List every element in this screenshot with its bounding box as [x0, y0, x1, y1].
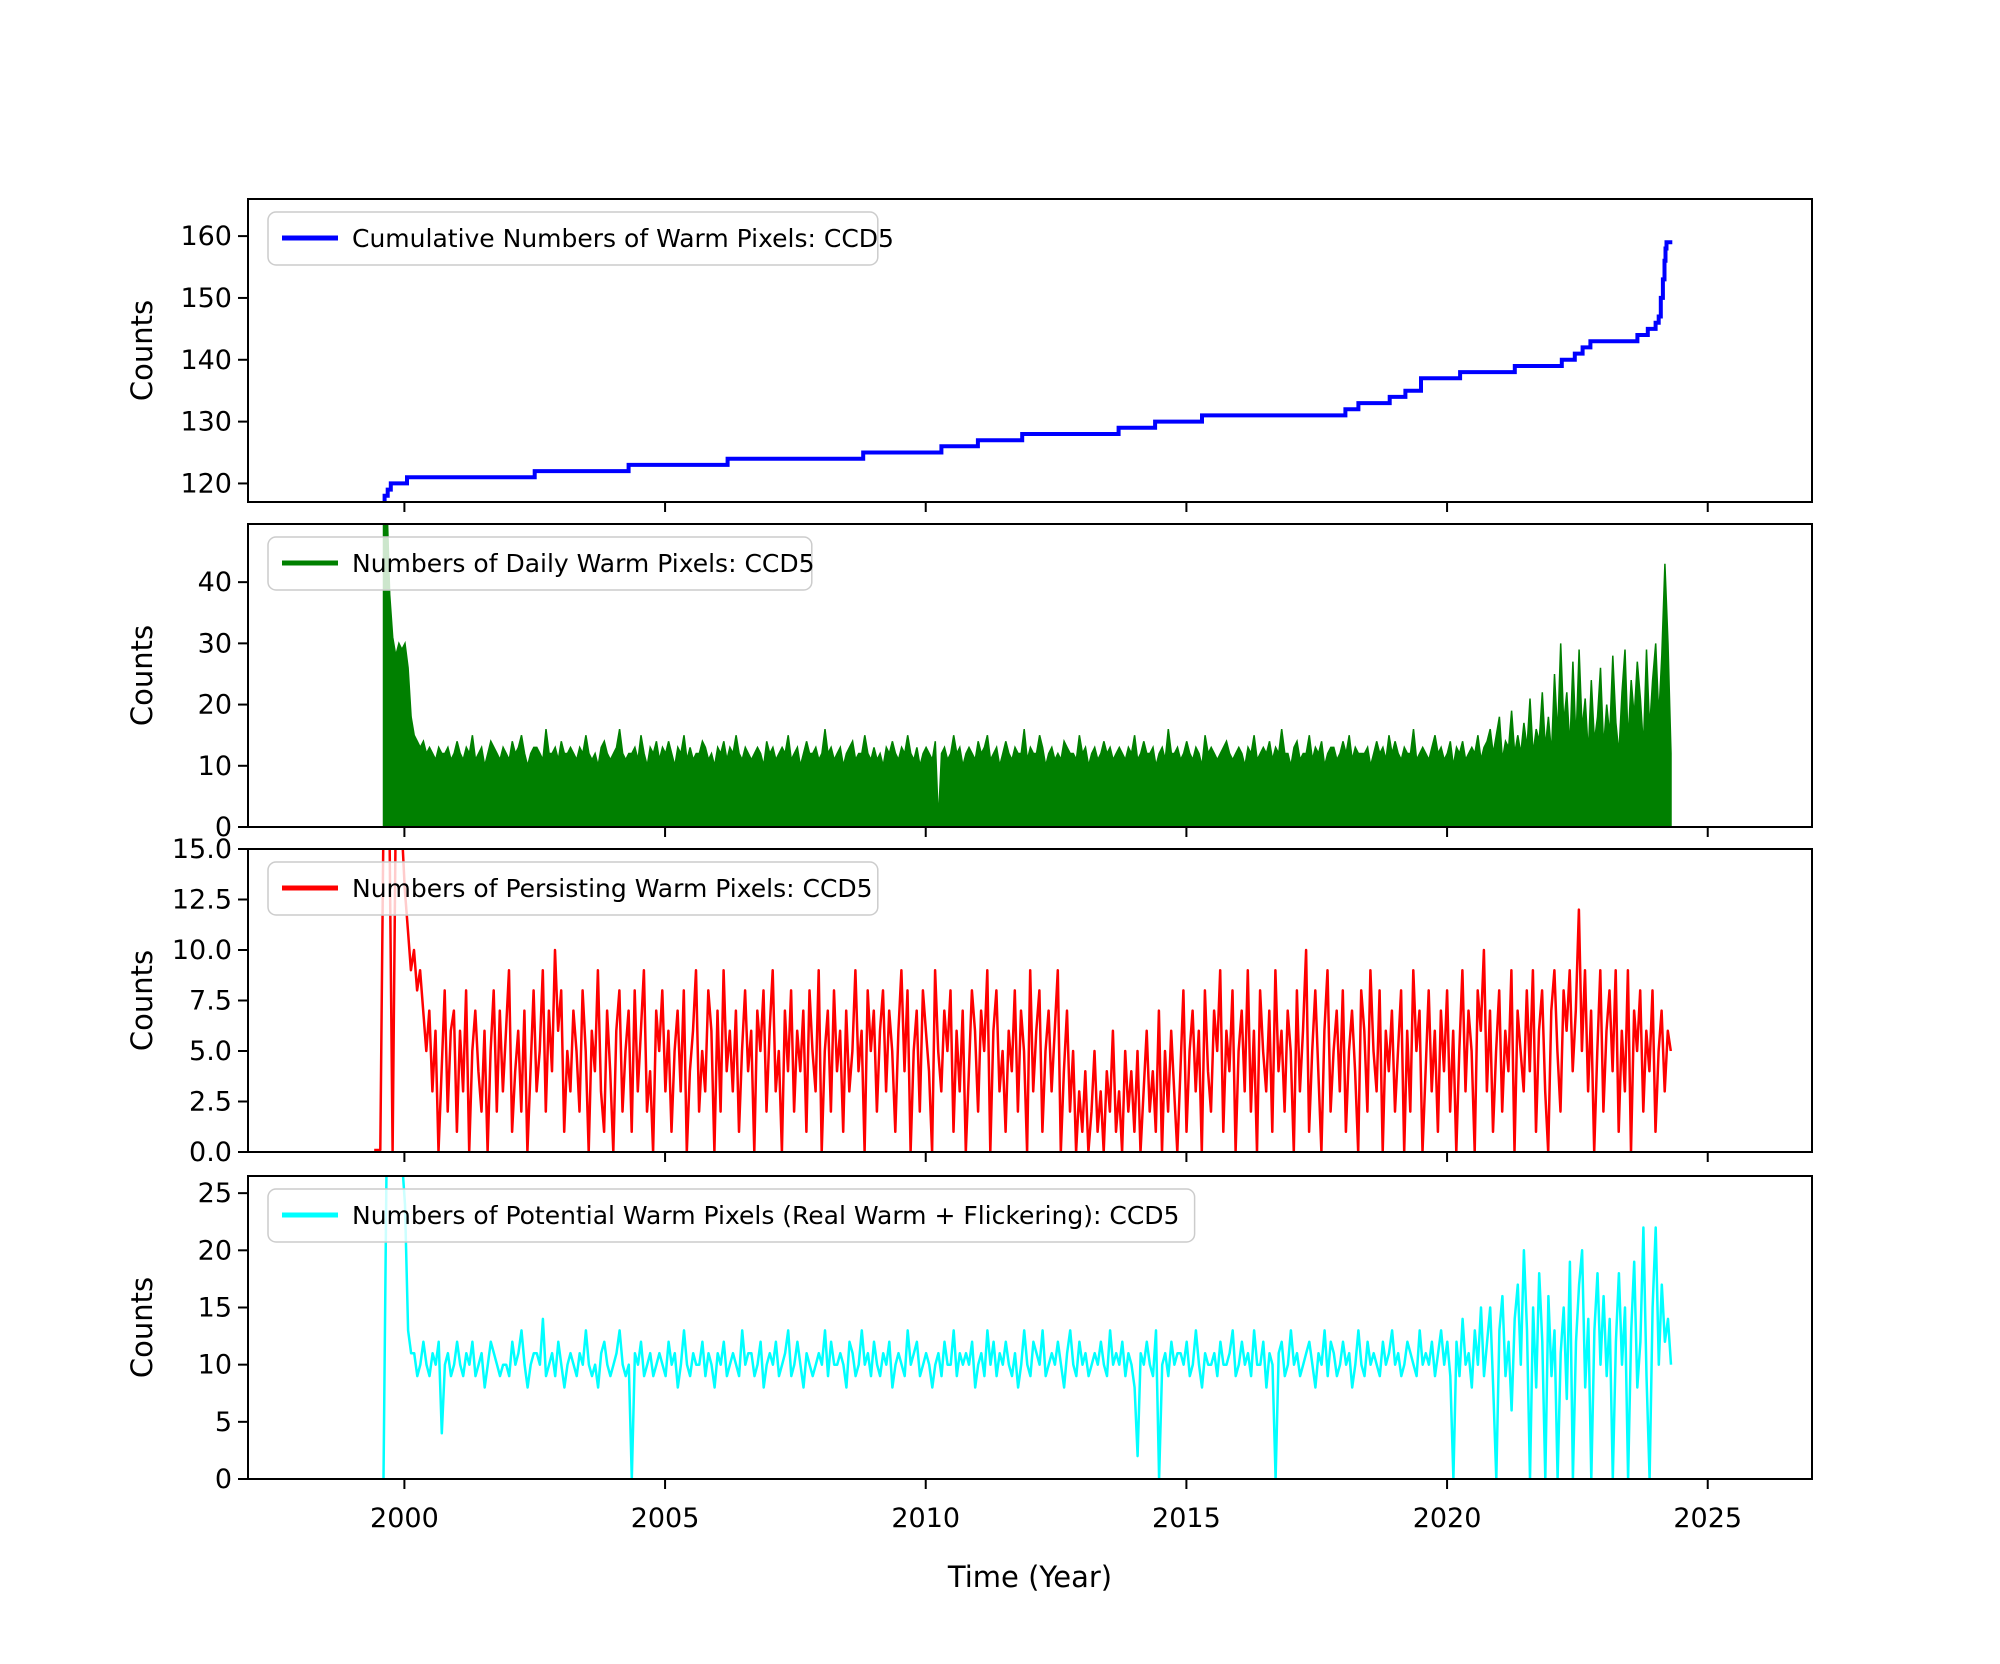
- y-tick-label: 5.0: [189, 1036, 232, 1067]
- legend-label: Numbers of Daily Warm Pixels: CCD5: [352, 549, 815, 578]
- legend-box: [267, 1188, 1196, 1243]
- y-axis-label: Counts: [125, 625, 159, 726]
- axes-frame: [247, 198, 1813, 503]
- y-tick-label: 7.5: [189, 986, 232, 1017]
- x-tick-label: 2005: [631, 1503, 700, 1534]
- y-axis-label: Counts: [125, 950, 159, 1051]
- y-tick-label: 12.5: [172, 885, 232, 916]
- legend-box: [267, 536, 813, 591]
- y-tick-label: 30: [198, 628, 232, 659]
- legend: Numbers of Daily Warm Pixels: CCD5: [267, 536, 815, 591]
- y-tick-label: 15: [198, 1292, 232, 1323]
- y-tick-label: 10.0: [172, 935, 232, 966]
- y-tick-label: 20: [198, 1235, 232, 1266]
- axes-frame: [247, 523, 1813, 828]
- y-tick-label: 10: [198, 1350, 232, 1381]
- x-tick-label: 2025: [1673, 1503, 1742, 1534]
- y-tick-label: 25: [198, 1178, 232, 1209]
- series-line: [382, 1176, 1673, 1479]
- legend-label: Cumulative Numbers of Warm Pixels: CCD5: [352, 224, 894, 253]
- series-line: [374, 849, 1673, 1152]
- series-area: [382, 524, 1672, 827]
- y-tick-label: 5: [215, 1407, 232, 1438]
- subplot-1: 120 130 140 150 160 Counts Cumulative Numbers …: [125, 198, 1813, 512]
- axes-frame: [247, 1175, 1813, 1480]
- y-tick-label: 150: [180, 283, 232, 314]
- series-step-line: [382, 240, 1673, 502]
- legend-label: Numbers of Potential Warm Pixels (Real W…: [352, 1201, 1179, 1230]
- y-tick-label: 0: [215, 812, 232, 843]
- legend: Cumulative Numbers of Warm Pixels: CCD5: [267, 211, 894, 266]
- y-tick-label: 0: [215, 1464, 232, 1495]
- x-tick-label: 2020: [1413, 1503, 1482, 1534]
- subplot-2: 0 10 20 30 40 Counts Numbers of Daily Warm Pix…: [125, 523, 1813, 843]
- x-axis-label: Time (Year): [947, 1560, 1112, 1594]
- y-tick-label: 40: [198, 567, 232, 598]
- legend-box: [267, 211, 879, 266]
- legend: Numbers of Persisting Warm Pixels: CCD5: [267, 861, 879, 916]
- y-tick-label: 10: [198, 751, 232, 782]
- y-tick-label: 2.5: [189, 1087, 232, 1118]
- x-tick-label: 2010: [891, 1503, 960, 1534]
- x-tick-label: 2000: [370, 1503, 439, 1534]
- y-tick-label: 130: [180, 407, 232, 438]
- y-tick-label: 140: [180, 345, 232, 376]
- y-tick-label: 20: [198, 690, 232, 721]
- y-tick-label: 0.0: [189, 1137, 232, 1168]
- subplot-3: 0.0 2.5 5.0 7.5 10.0 12.5 15.0 Counts Numbers of…: [125, 834, 1813, 1168]
- y-tick-label: 160: [180, 221, 232, 252]
- legend-label: Numbers of Persisting Warm Pixels: CCD5: [352, 874, 873, 903]
- x-tick-label: 2015: [1152, 1503, 1221, 1534]
- y-tick-label: 120: [180, 468, 232, 499]
- y-tick-label: 15.0: [172, 834, 232, 865]
- y-axis-label: Counts: [125, 1277, 159, 1378]
- y-axis-label: Counts: [125, 300, 159, 401]
- legend: Numbers of Potential Warm Pixels (Real W…: [267, 1188, 1196, 1243]
- legend-box: [267, 861, 879, 916]
